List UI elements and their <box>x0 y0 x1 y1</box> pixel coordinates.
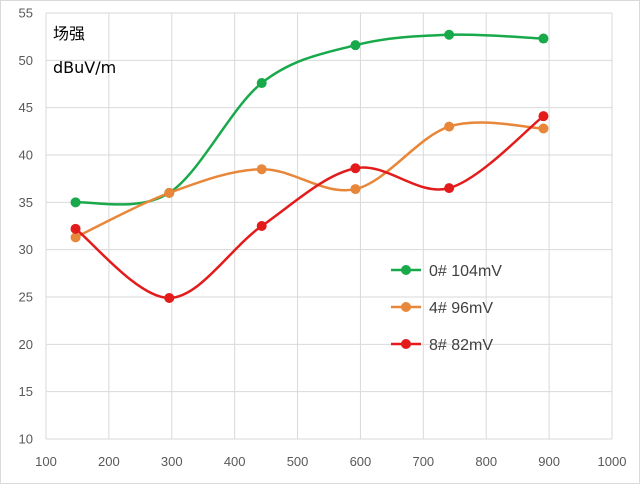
x-tick-label: 900 <box>538 454 560 469</box>
x-tick-label: 800 <box>475 454 497 469</box>
axes: 10 15 20 25 30 35 40 45 50 55 100 200 300 400 500 600 70… <box>19 6 627 470</box>
x-tick-label: 300 <box>161 454 183 469</box>
data-point <box>444 29 455 40</box>
data-point <box>538 33 549 44</box>
y-axis-label-line2: dBuV/m <box>53 58 116 77</box>
legend-marker-2 <box>401 339 411 349</box>
y-tick-label: 25 <box>19 290 33 305</box>
legend-label-2: 8# 82mV <box>429 337 493 354</box>
y-tick-label: 45 <box>19 100 33 115</box>
legend: 0# 104mV 4# 96mV 8# 82mV <box>391 263 502 354</box>
data-point <box>444 183 455 194</box>
x-tick-label: 700 <box>412 454 434 469</box>
data-point <box>164 187 175 198</box>
legend-marker-1 <box>401 302 411 312</box>
series-line-2 <box>74 114 545 300</box>
data-point <box>350 40 361 51</box>
legend-label-0: 0# 104mV <box>429 263 502 280</box>
y-tick-label: 20 <box>19 337 33 352</box>
data-point <box>70 232 81 243</box>
data-point <box>164 292 175 303</box>
data-point <box>538 111 549 122</box>
y-tick-label: 10 <box>19 432 33 447</box>
series-group <box>70 29 549 303</box>
x-tick-label: 500 <box>287 454 309 469</box>
data-point <box>350 184 361 195</box>
x-tick-label: 1000 <box>598 454 627 469</box>
y-tick-label: 50 <box>19 53 33 68</box>
y-tick-label: 40 <box>19 148 33 163</box>
data-point <box>538 123 549 134</box>
y-tick-label: 35 <box>19 195 33 210</box>
gridlines <box>45 12 613 440</box>
data-point <box>256 164 267 175</box>
data-point <box>70 197 81 208</box>
x-tick-label: 200 <box>98 454 120 469</box>
x-tick-label: 100 <box>35 454 57 469</box>
y-tick-label: 15 <box>19 384 33 399</box>
y-axis-label-line1: 场强 <box>53 24 85 43</box>
data-point <box>444 121 455 132</box>
x-tick-label: 400 <box>224 454 246 469</box>
legend-marker-0 <box>401 265 411 275</box>
data-point <box>350 163 361 174</box>
legend-label-1: 4# 96mV <box>429 300 493 317</box>
series-line-1 <box>74 121 545 239</box>
data-point <box>256 221 267 231</box>
data-point <box>256 78 267 89</box>
y-tick-label: 30 <box>19 242 33 257</box>
y-tick-label: 55 <box>19 6 33 21</box>
x-tick-label: 600 <box>350 454 372 469</box>
data-point <box>70 223 81 234</box>
